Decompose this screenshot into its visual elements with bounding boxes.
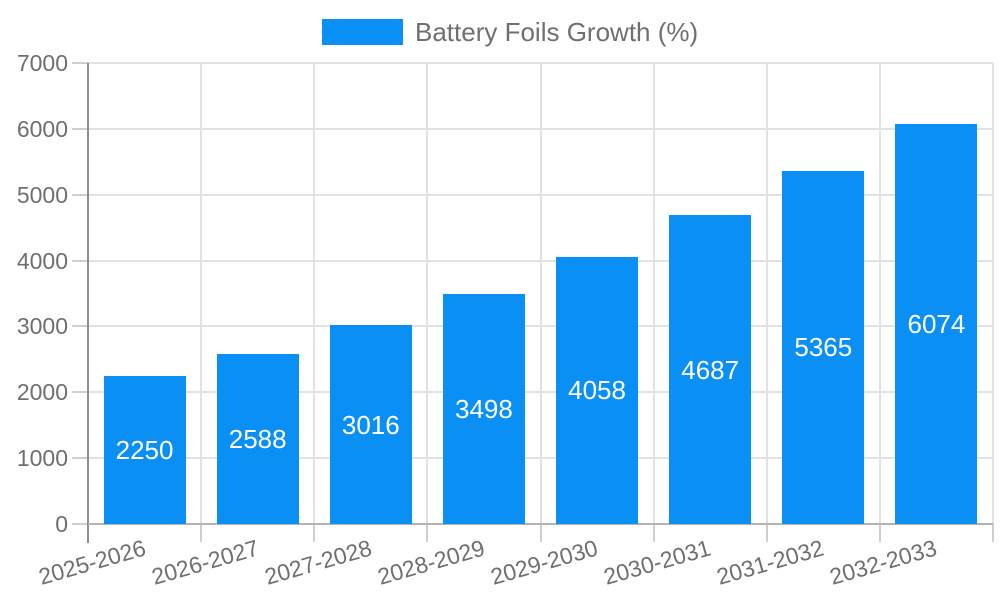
y-tick-mark <box>72 523 88 525</box>
v-gridline <box>878 63 881 524</box>
legend[interactable]: Battery Foils Growth (%) <box>322 19 698 45</box>
bar-value-label: 6074 <box>907 308 966 339</box>
bar[interactable]: 6074 <box>895 123 978 524</box>
y-axis-tick-label: 0 <box>55 511 68 537</box>
x-tick-mark <box>878 524 881 542</box>
bar[interactable]: 3498 <box>442 293 525 524</box>
y-axis-tick-label: 6000 <box>16 115 68 142</box>
x-tick-mark <box>313 524 316 542</box>
x-tick-mark <box>539 524 542 542</box>
y-tick-mark <box>72 259 88 262</box>
x-tick-mark <box>426 524 429 542</box>
x-axis-tick-label: 2031-2032 <box>713 534 827 590</box>
y-tick-mark <box>72 325 88 328</box>
v-gridline <box>313 63 316 524</box>
v-gridline <box>765 63 768 524</box>
v-gridline <box>539 63 542 524</box>
y-axis-tick-label: 7000 <box>16 50 68 76</box>
x-tick-mark <box>765 524 768 542</box>
y-tick-mark <box>72 62 88 64</box>
x-axis-tick-label: 2026-2027 <box>148 534 262 590</box>
bar-value-label: 5365 <box>794 332 853 363</box>
x-axis-tick-label: 2028-2029 <box>374 534 488 590</box>
x-axis-tick-label: 2025-2026 <box>35 534 149 590</box>
y-axis-line <box>87 63 89 543</box>
bar[interactable]: 3016 <box>329 325 412 524</box>
y-tick-mark <box>72 391 88 394</box>
v-gridline <box>992 63 994 524</box>
x-tick-mark <box>992 524 994 542</box>
bar[interactable]: 4058 <box>556 256 639 524</box>
x-axis-tick-label: 2032-2033 <box>827 534 941 590</box>
v-gridline <box>652 63 655 524</box>
y-axis-tick-label: 5000 <box>16 181 68 208</box>
x-axis-tick-label: 2029-2030 <box>487 534 601 590</box>
bar-value-label: 3016 <box>341 409 400 440</box>
y-axis-tick-label: 1000 <box>16 445 68 472</box>
v-gridline <box>200 63 203 524</box>
x-tick-mark <box>200 524 203 542</box>
bar-value-label: 2588 <box>228 423 287 454</box>
y-tick-mark <box>72 457 88 460</box>
bar-value-label: 3498 <box>455 393 513 424</box>
x-axis-tick-label: 2030-2031 <box>600 534 714 590</box>
bar-value-label: 4058 <box>568 375 626 406</box>
y-axis-tick-label: 2000 <box>16 379 68 406</box>
y-tick-mark <box>72 127 88 130</box>
bar[interactable]: 5365 <box>782 170 865 524</box>
legend-swatch <box>322 19 403 45</box>
x-axis-tick-label: 2027-2028 <box>261 534 375 590</box>
bar[interactable]: 2250 <box>103 375 186 524</box>
v-gridline <box>426 63 429 524</box>
y-tick-mark <box>72 193 88 196</box>
bar-value-label: 2250 <box>115 434 174 465</box>
x-tick-mark <box>652 524 655 542</box>
bar[interactable]: 4687 <box>669 215 752 524</box>
x-axis-baseline <box>88 523 993 525</box>
legend-label: Battery Foils Growth (%) <box>415 17 699 47</box>
y-axis-tick-label: 3000 <box>16 313 68 340</box>
bar-value-label: 4687 <box>681 354 740 385</box>
bar[interactable]: 2588 <box>216 353 299 524</box>
y-axis-tick-label: 4000 <box>16 247 68 274</box>
